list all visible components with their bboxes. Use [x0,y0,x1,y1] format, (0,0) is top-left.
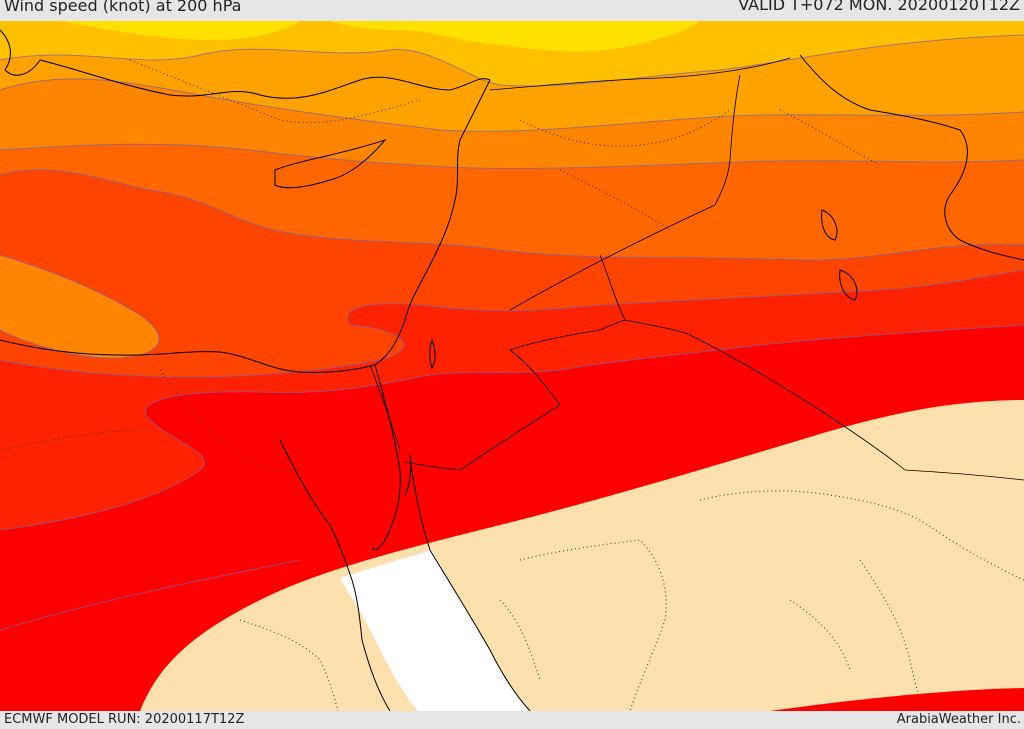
province-border [159,369,301,471]
border-line [509,74,741,311]
contour-line [0,169,1024,261]
contour-line [0,34,1024,87]
coastline-aegean [0,29,41,76]
border-line [489,57,791,91]
contour-line [0,559,301,631]
contour-line [0,143,1024,169]
band-yellow-top [330,21,700,52]
province-border [0,429,151,451]
red-sea-gap [340,550,530,711]
wind-map [0,21,1024,711]
border-line [404,349,561,471]
province-border [699,490,1024,581]
province-border [789,599,851,671]
band-yellow-left [60,21,300,41]
coastline-levant [374,79,491,366]
header-bar: Wind speed (knot) at 200 hPa VALID T+072… [0,0,1024,21]
band-red-bottom [770,688,1024,711]
coastline-turkey [39,59,491,99]
coastline-sinai-gulf-suez [279,439,391,711]
footer-bar: ECMWF MODEL RUN: 20200117T12Z ArabiaWeat… [0,711,1024,729]
island-qatar [839,269,858,301]
contour-line [0,269,1024,378]
contour-line [0,78,1024,132]
gulf-of-aqaba-tip [404,454,412,496]
island-bahrain [821,209,838,241]
coastline-arabia-red-sea [409,459,531,711]
cyprus [274,138,387,189]
province-border [559,169,671,231]
dead-sea [429,338,436,370]
valid-time: VALID T+072 MON. 20200120T12Z [738,0,1020,14]
model-run-label: ECMWF MODEL RUN: 20200117T12Z [4,712,245,727]
province-border [499,599,541,681]
border-line [369,364,401,451]
coastline-gulf [799,54,1024,261]
brand-label: ArabiaWeather Inc. [896,712,1021,727]
coastline-sinai-gulf-aqaba [371,364,401,551]
province-border [519,109,731,147]
contour-line [0,324,1024,531]
border-line [509,319,626,351]
coastline-egypt-north [0,339,376,373]
band-left-tongue [0,255,159,359]
map-title: Wind speed (knot) at 200 hPa [4,0,242,15]
